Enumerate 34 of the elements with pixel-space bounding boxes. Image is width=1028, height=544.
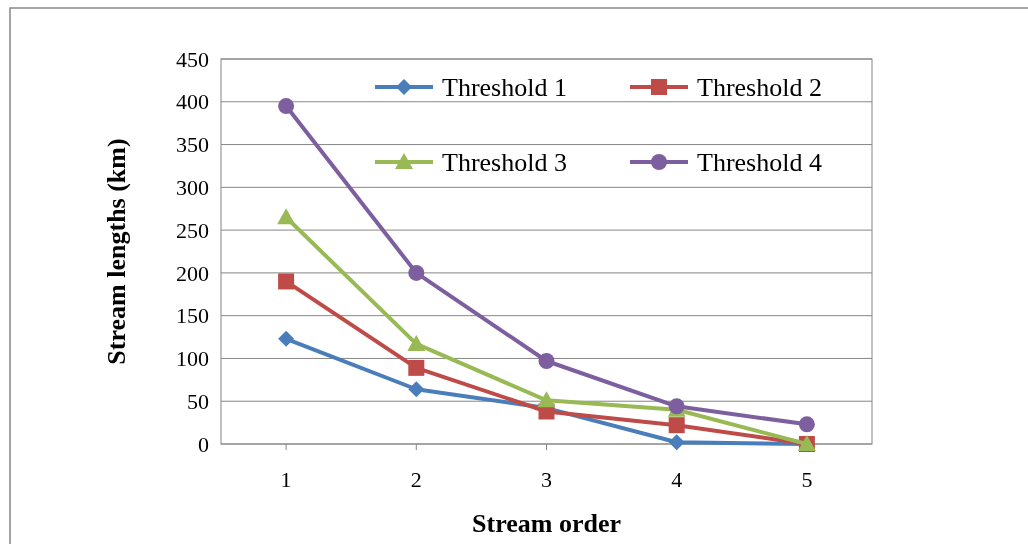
- x-tick-label: 5: [801, 467, 813, 492]
- point: [278, 273, 295, 290]
- point: [277, 208, 296, 225]
- x-axis-title: Stream order: [472, 509, 621, 538]
- point: [278, 98, 295, 115]
- y-tick-label: 200: [176, 260, 209, 286]
- y-tick-label: 300: [176, 175, 209, 201]
- x-tick-label: 4: [671, 467, 683, 492]
- y-tick-label: 400: [176, 89, 209, 115]
- y-tick-label: 150: [176, 303, 209, 329]
- legend-label: Threshold 2: [697, 73, 822, 103]
- legend-label: Threshold 3: [442, 148, 567, 178]
- legend-label: Threshold 1: [442, 73, 567, 103]
- x-tick-label: 1: [280, 467, 292, 492]
- y-tick-label: 450: [176, 46, 209, 72]
- legend-label: Threshold 4: [697, 148, 822, 178]
- point: [408, 359, 425, 376]
- y-tick-label: 250: [176, 217, 209, 243]
- point: [668, 434, 685, 451]
- y-tick-label: 100: [176, 346, 209, 372]
- x-tick-label: 3: [541, 467, 552, 492]
- point: [408, 264, 425, 281]
- point: [798, 416, 815, 433]
- point: [668, 417, 685, 434]
- point: [537, 391, 556, 408]
- y-tick-label: 50: [187, 388, 209, 414]
- point: [408, 381, 425, 398]
- y-axis-title: Stream lengths (km): [102, 138, 131, 365]
- y-tick-label: 0: [198, 431, 209, 457]
- x-tick-label: 2: [410, 467, 422, 492]
- point: [407, 334, 426, 351]
- point: [278, 330, 295, 347]
- y-tick-label: 350: [176, 132, 209, 158]
- point: [538, 353, 555, 370]
